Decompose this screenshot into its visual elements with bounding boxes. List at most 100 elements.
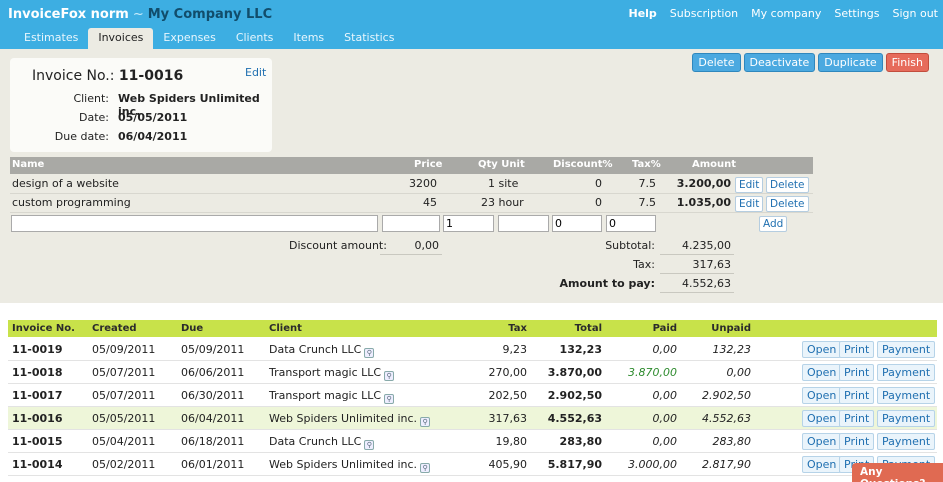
open-button[interactable]: Open [802, 341, 842, 358]
col-created[interactable]: Created [92, 323, 137, 334]
invoice-no[interactable]: 11-0015 [12, 435, 63, 448]
magnifier-icon[interactable]: ⚲ [420, 463, 431, 473]
magnifier-icon[interactable]: ⚲ [384, 394, 395, 404]
finish-button[interactable]: Finish [885, 53, 929, 72]
print-button[interactable]: Print [839, 410, 875, 427]
col-client[interactable]: Client [269, 323, 302, 334]
any-questions-tab[interactable]: Any Questions? [852, 463, 943, 482]
print-button[interactable]: Print [839, 341, 875, 358]
amount-to-pay-label: Amount to pay: [559, 277, 655, 290]
open-button[interactable]: Open [802, 364, 842, 381]
new-item-name-input[interactable] [11, 215, 378, 232]
due-date-label: Due date: [54, 130, 109, 143]
deactivate-button[interactable]: Deactivate [743, 53, 816, 72]
item-edit-button[interactable]: Edit [735, 196, 764, 212]
invoice-list-row[interactable]: 11-0016 05/05/2011 06/04/2011 Web Spiders U… [8, 407, 937, 430]
invoice-list-row[interactable]: 11-0019 05/09/2011 05/09/2011 Data Crunch L… [8, 338, 937, 361]
open-button[interactable]: Open [802, 387, 842, 404]
created-date: 05/05/2011 [92, 412, 156, 425]
invoice-no[interactable]: 11-0017 [12, 389, 63, 402]
client-name[interactable]: Data Crunch LLC [269, 435, 362, 448]
print-button[interactable]: Print [839, 364, 875, 381]
item-qty-unit: 23 hour [481, 196, 524, 209]
open-button[interactable]: Open [802, 433, 842, 450]
invoice-no[interactable]: 11-0014 [12, 458, 63, 471]
col-invoice-no[interactable]: Invoice No. [12, 323, 75, 334]
client-name[interactable]: Transport magic LLC [269, 389, 382, 402]
payment-button[interactable]: Payment [877, 433, 936, 450]
new-item-tax-input[interactable] [606, 215, 656, 232]
brand-separator: ~ [132, 7, 144, 22]
col-total[interactable]: Total [574, 323, 602, 334]
item-amount: 3.200,00 [676, 177, 731, 190]
duplicate-button[interactable]: Duplicate [818, 53, 883, 72]
col-due[interactable]: Due [181, 323, 204, 334]
magnifier-icon[interactable]: ⚲ [420, 417, 431, 427]
open-button[interactable]: Open [802, 456, 842, 473]
invoice-no[interactable]: 11-0016 [12, 412, 63, 425]
brand: InvoiceFox norm ~ My Company LLC [8, 7, 272, 22]
tab-expenses[interactable]: Expenses [163, 31, 216, 44]
edit-invoice-link[interactable]: Edit [245, 66, 267, 79]
paid-cell: 3.000,00 [628, 458, 677, 471]
new-item-discount-input[interactable] [552, 215, 602, 232]
tab-statistics[interactable]: Statistics [344, 31, 395, 44]
invoice-list-row[interactable]: 11-0017 05/07/2011 06/30/2011 Transport mag… [8, 384, 937, 407]
client-name[interactable]: Transport magic LLC [269, 366, 382, 379]
new-item-price-input[interactable] [382, 215, 440, 232]
payment-button[interactable]: Payment [877, 341, 936, 358]
item-edit-button[interactable]: Edit [735, 177, 764, 193]
client-name[interactable]: Web Spiders Unlimited inc. [269, 458, 418, 471]
created-date: 05/04/2011 [92, 435, 156, 448]
invoice-no[interactable]: 11-0019 [12, 343, 63, 356]
invoice-list-row[interactable]: 11-0014 05/02/2011 06/01/2011 Web Spiders U… [8, 453, 937, 476]
nav-sign-out-link[interactable]: Sign out [892, 7, 938, 20]
delete-button[interactable]: Delete [692, 53, 741, 72]
col-paid[interactable]: Paid [652, 323, 677, 334]
print-button[interactable]: Print [839, 387, 875, 404]
tab-invoices[interactable]: Invoices [88, 28, 154, 49]
payment-button[interactable]: Payment [877, 410, 936, 427]
client-label: Client: [73, 92, 109, 105]
payment-button[interactable]: Payment [877, 364, 936, 381]
col-tax[interactable]: Tax [508, 323, 527, 334]
client-value: Web Spiders Unlimited inc. [118, 92, 260, 118]
item-delete-button[interactable]: Delete [766, 196, 809, 212]
invoice-no[interactable]: 11-0018 [12, 366, 63, 379]
magnifier-icon[interactable]: ⚲ [364, 440, 375, 450]
new-item-unit-input[interactable] [498, 215, 549, 232]
item-delete-button[interactable]: Delete [766, 177, 809, 193]
subtotal-value: 4.235,00 [682, 239, 731, 252]
tab-clients[interactable]: Clients [235, 31, 274, 44]
company-name[interactable]: My Company LLC [147, 7, 273, 22]
tax-cell: 9,23 [502, 343, 528, 356]
tab-estimates[interactable]: Estimates [24, 31, 79, 44]
invoice-list-row[interactable]: 11-0015 05/04/2011 06/18/2011 Data Crunch L… [8, 430, 937, 453]
app-name[interactable]: InvoiceFox norm [8, 7, 129, 22]
invoice-number-value: 11-0016 [118, 68, 184, 84]
add-item-button[interactable]: Add [759, 216, 788, 232]
item-price: 45 [423, 196, 437, 209]
client-name[interactable]: Data Crunch LLC [269, 343, 362, 356]
new-item-qty-input[interactable] [443, 215, 494, 232]
nav-my-company-link[interactable]: My company [751, 7, 822, 20]
open-button[interactable]: Open [802, 410, 842, 427]
client-cell: Transport magic LLC ⚲ [269, 389, 395, 404]
print-button[interactable]: Print [839, 433, 875, 450]
payment-button[interactable]: Payment [877, 387, 936, 404]
col-unpaid[interactable]: Unpaid [711, 323, 751, 334]
magnifier-icon[interactable]: ⚲ [384, 371, 395, 381]
nav-settings-link[interactable]: Settings [834, 7, 880, 20]
magnifier-icon[interactable]: ⚲ [364, 348, 375, 358]
unpaid-cell: 0,00 [726, 366, 752, 379]
tab-items[interactable]: Items [293, 31, 325, 44]
top-bar: InvoiceFox norm ~ My Company LLC Help Subs… [0, 0, 943, 49]
client-name[interactable]: Web Spiders Unlimited inc. [269, 412, 418, 425]
total-cell: 5.817,90 [547, 458, 602, 471]
invoice-list-row[interactable]: 11-0018 05/07/2011 06/06/2011 Transport mag… [8, 361, 937, 384]
item-qty-unit: 1 site [488, 177, 519, 190]
nav-help-link[interactable]: Help [628, 7, 657, 20]
total-cell: 4.552,63 [547, 412, 602, 425]
nav-subscription-link[interactable]: Subscription [669, 7, 739, 20]
item-name: custom programming [12, 196, 131, 209]
